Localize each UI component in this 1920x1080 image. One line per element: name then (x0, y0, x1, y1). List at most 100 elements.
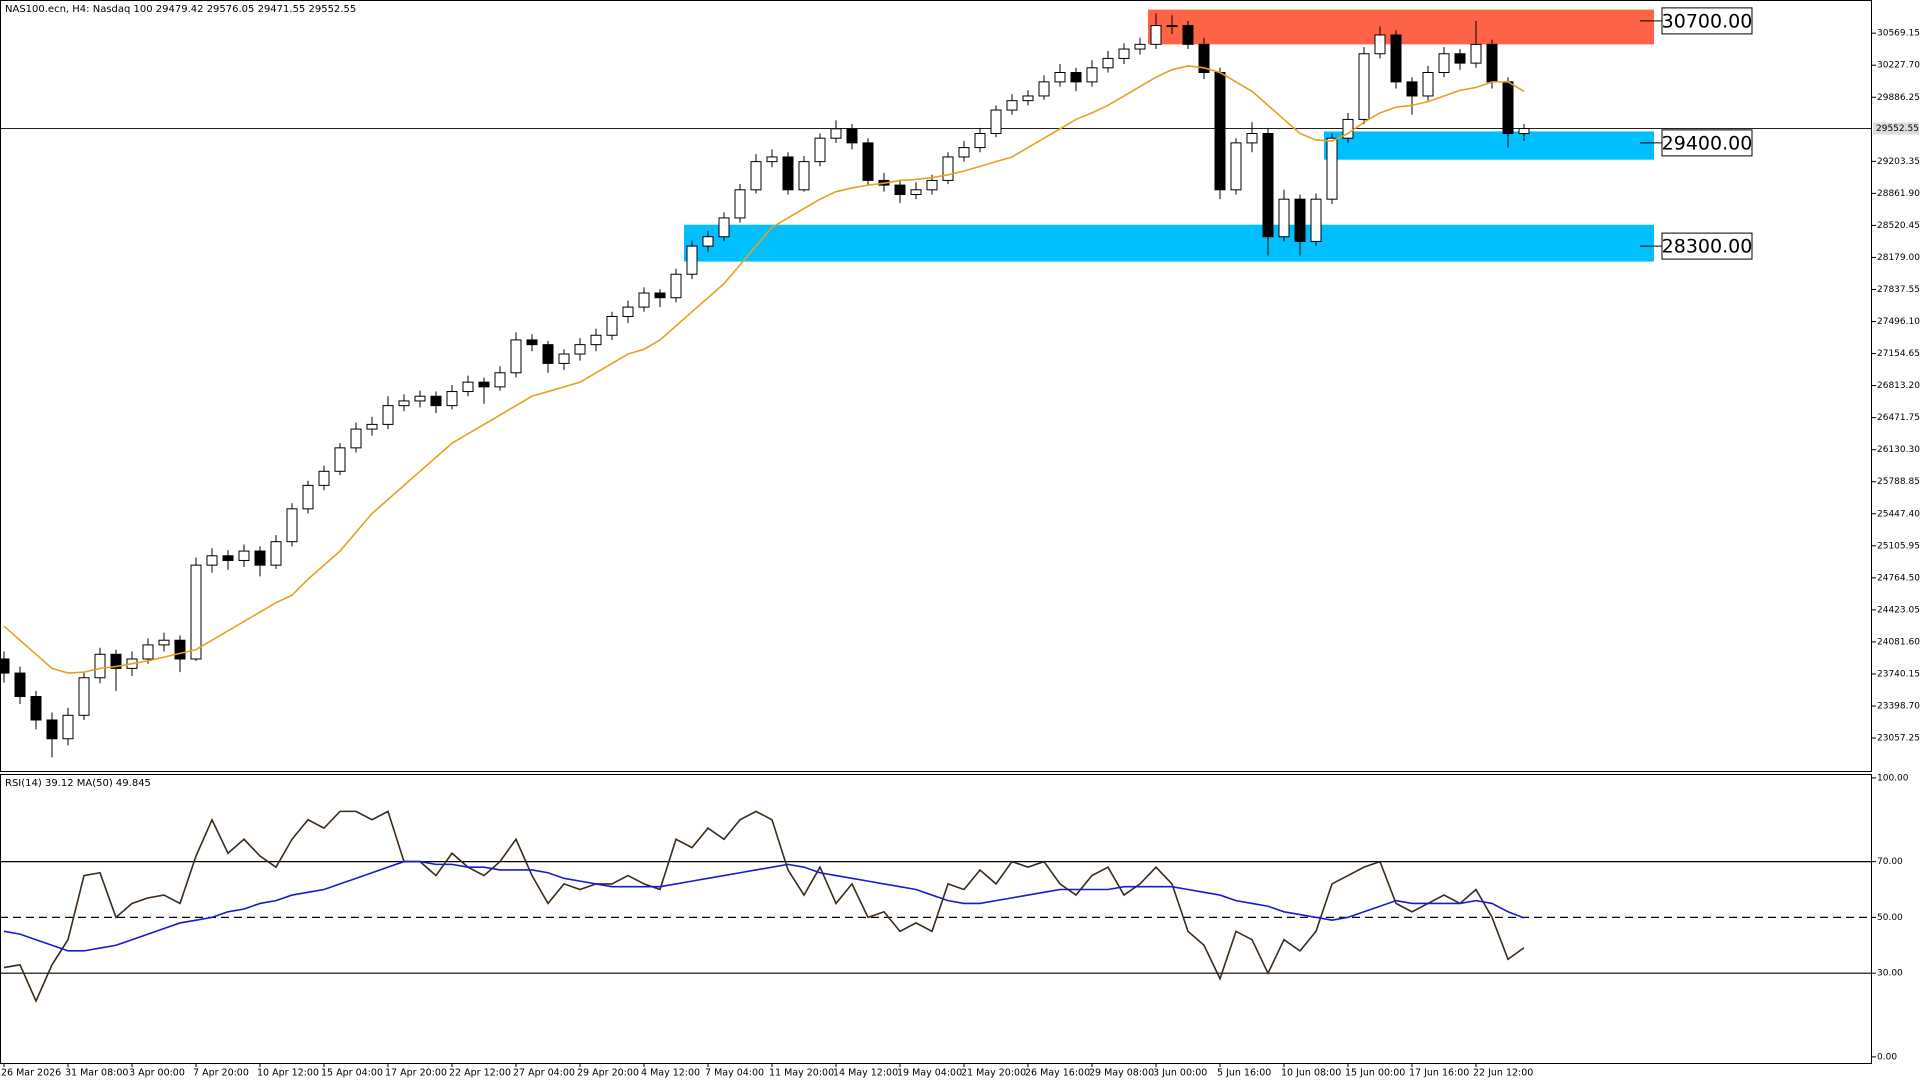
candle-body (526, 339, 538, 346)
candle-body (430, 395, 442, 407)
candle-body (30, 696, 42, 721)
x-tick-label: 11 May 20:00 (769, 1068, 834, 1079)
y-tick-label: 24081.60 (1877, 637, 1920, 647)
y-tick-label: 27837.55 (1877, 285, 1920, 295)
candle-body (766, 156, 778, 163)
candle-body (0, 658, 10, 674)
last-price-tag (1873, 122, 1919, 135)
candle-body (1230, 142, 1242, 191)
rsi-title: RSI(14) 39.12 MA(50) 49.845 (5, 778, 151, 789)
candle-body (638, 292, 650, 308)
indicator-line (3, 810, 1525, 1004)
x-tick-label: 7 Apr 20:00 (193, 1068, 249, 1079)
candle-body (14, 672, 26, 698)
candle-body (1454, 53, 1466, 64)
y-tick-label: 27154.65 (1877, 349, 1920, 359)
y-tick-label: 30569.15 (1877, 29, 1920, 39)
candle-body (942, 156, 954, 181)
candle-body (478, 381, 490, 388)
candle-body (974, 132, 986, 149)
candle-body (542, 344, 554, 364)
y-tick-label: 27496.10 (1877, 317, 1920, 327)
y-tick-label: 25447.40 (1877, 509, 1920, 519)
indicator-line (3, 860, 1525, 952)
candle-body (46, 719, 58, 740)
y-tick-label: 0.00 (1877, 1052, 1897, 1062)
y-tick-label: 100.00 (1877, 773, 1909, 783)
y-tick-label: 28861.90 (1877, 189, 1920, 199)
zone (684, 224, 1654, 262)
zone-label-box (1661, 129, 1753, 157)
x-tick-label: 17 Apr 20:00 (385, 1068, 447, 1079)
candle-body (1198, 43, 1210, 74)
candle-body (1150, 25, 1162, 45)
candle-body (382, 405, 394, 425)
candle-body (814, 137, 826, 163)
candle-body (894, 184, 906, 195)
candle-body (302, 484, 314, 510)
x-tick-label: 14 May 12:00 (833, 1068, 898, 1079)
candle-body (1182, 25, 1194, 45)
candle-body (94, 653, 106, 679)
candle-body (686, 245, 698, 275)
candle-body (558, 353, 570, 364)
zone-label-box (1661, 232, 1753, 260)
x-tick-label: 10 Jun 08:00 (1281, 1068, 1341, 1079)
candle-body (350, 428, 362, 449)
candle-body (1518, 128, 1530, 134)
x-tick-label: 21 May 20:00 (961, 1068, 1026, 1079)
candle-body (1070, 72, 1082, 83)
candle-body (270, 541, 282, 566)
y-tick-label: 70.00 (1877, 857, 1903, 867)
y-tick-label: 23740.15 (1877, 669, 1920, 679)
candle-body (1374, 34, 1386, 55)
x-tick-label: 31 Mar 08:00 (65, 1068, 128, 1079)
candle-body (1438, 53, 1450, 74)
y-tick-label: 23057.25 (1877, 734, 1920, 744)
y-tick-label: 25105.95 (1877, 541, 1920, 551)
candle-body (798, 161, 810, 191)
candle-body (1422, 72, 1434, 97)
candle-body (1326, 137, 1338, 200)
candle-body (334, 447, 346, 472)
x-tick-label: 15 Apr 04:00 (321, 1068, 383, 1079)
candle-body (1054, 72, 1066, 83)
x-tick-label: 7 May 04:00 (705, 1068, 764, 1079)
x-tick-label: 29 May 08:00 (1089, 1068, 1154, 1079)
x-tick-label: 26 Mar 2026 (1, 1068, 61, 1079)
candle-body (110, 653, 122, 669)
x-tick-label: 19 May 04:00 (897, 1068, 962, 1079)
candle-body (1022, 95, 1034, 102)
candle-body (398, 400, 410, 407)
indicator-line (3, 65, 1525, 674)
candle-body (1294, 198, 1306, 242)
candle-body (1246, 132, 1258, 144)
candle-body (702, 236, 714, 247)
y-tick-label: 24423.05 (1877, 605, 1920, 615)
zone-label-box (1661, 7, 1753, 35)
x-tick-label: 29 Apr 20:00 (577, 1068, 639, 1079)
candle-body (238, 550, 250, 561)
x-tick-label: 3 Apr 00:00 (129, 1068, 185, 1079)
candle-body (78, 677, 90, 716)
y-tick-label: 26130.30 (1877, 445, 1920, 455)
candle-body (1102, 57, 1114, 69)
candle-body (590, 334, 602, 346)
y-tick-label: 28520.45 (1877, 221, 1920, 231)
y-tick-label: 29886.25 (1877, 93, 1920, 103)
candle-body (830, 128, 842, 139)
chart-title: NAS100.ecn, H4: Nasdaq 100 29479.42 2957… (5, 4, 356, 15)
candle-body (1358, 53, 1370, 120)
candle-body (1118, 48, 1130, 59)
candle-body (1278, 198, 1290, 238)
y-tick-label: 26471.75 (1877, 413, 1920, 423)
x-tick-label: 3 Jun 00:00 (1153, 1068, 1207, 1079)
candle-body (1214, 72, 1226, 191)
candle-body (142, 644, 154, 660)
candle-body (158, 639, 170, 646)
candle-body (1406, 81, 1418, 97)
y-tick-label: 30227.70 (1877, 61, 1920, 71)
candle-body (1470, 43, 1482, 64)
candle-body (318, 470, 330, 486)
